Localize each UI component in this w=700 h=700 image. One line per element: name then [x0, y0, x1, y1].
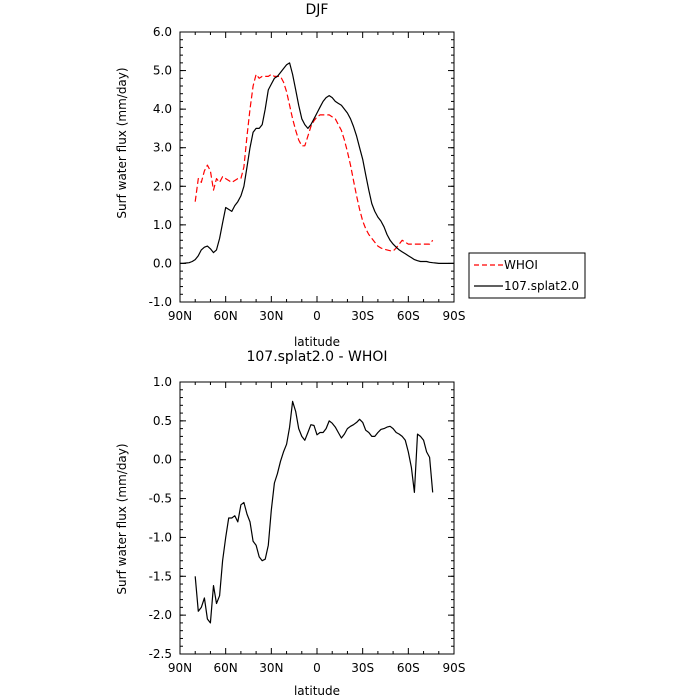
x-tick-label: 60N: [214, 309, 238, 323]
x-tick-label: 60S: [397, 661, 420, 675]
x-tick-label: 60N: [214, 661, 238, 675]
x-tick-label: 90S: [443, 309, 466, 323]
x-tick-label: 90S: [443, 661, 466, 675]
y-tick-label: 2.0: [153, 179, 172, 193]
chart-bottom-axes: [179, 381, 455, 655]
x-tick-label: 30N: [259, 661, 283, 675]
chart-bottom-series: [194, 400, 434, 624]
chart-top-axes: [179, 31, 455, 303]
y-tick-label: 3.0: [153, 141, 172, 155]
chart-bottom-ylabel: Surf water flux (mm/day): [115, 443, 129, 594]
y-tick-label: 1.0: [153, 375, 172, 389]
x-tick-label: 30S: [351, 661, 374, 675]
series-line-panel1-0: [194, 400, 434, 624]
y-tick-label: 4.0: [153, 102, 172, 116]
chart-bottom: 107.splat2.0 - WHOI Surf water flux (mm/…: [115, 349, 465, 698]
legend-label-whoi: WHOI: [504, 258, 538, 272]
y-tick-label: -1.0: [149, 530, 172, 544]
chart-top-series: [180, 62, 454, 264]
series-line-whoi: [194, 73, 434, 252]
chart-top-ylabel: Surf water flux (mm/day): [115, 67, 129, 218]
chart-top-xlabel: latitude: [294, 335, 340, 349]
series-line-107-splat2-0: [180, 62, 454, 264]
x-tick-label: 90N: [168, 309, 192, 323]
chart-top-title: DJF: [306, 2, 329, 18]
chart-bottom-title: 107.splat2.0 - WHOI: [246, 349, 387, 365]
y-tick-label: 1.0: [153, 218, 172, 232]
y-tick-label: 6.0: [153, 25, 172, 39]
plot-frame: [179, 31, 455, 303]
x-tick-label: 90N: [168, 661, 192, 675]
x-tick-label: 0: [313, 309, 321, 323]
chart-bottom-tick-labels: 90N 60N 30N 0 30S 60S 90S -2.5 -2.0 -1.5 -1.0 -0.5 0…: [149, 375, 466, 675]
legend-box: [468, 252, 586, 299]
y-tick-label: -1.5: [149, 569, 172, 583]
y-tick-label: 0.0: [153, 256, 172, 270]
plot-frame: [179, 381, 455, 655]
y-tick-label: 0.0: [153, 453, 172, 467]
x-tick-label: 0: [313, 661, 321, 675]
chart-bottom-xlabel: latitude: [294, 684, 340, 698]
y-tick-label: 0.5: [153, 414, 172, 428]
y-tick-label: -1.0: [149, 295, 172, 309]
y-tick-label: -2.0: [149, 608, 172, 622]
y-tick-label: 5.0: [153, 64, 172, 78]
x-tick-label: 30N: [259, 309, 283, 323]
chart-top-tick-labels: 90N 60N 30N 0 30S 60S 90S -1.0 0.0 1.0 2.0 3.0 4.0 5.…: [149, 25, 466, 323]
x-tick-label: 60S: [397, 309, 420, 323]
y-tick-label: -2.5: [149, 647, 172, 661]
y-tick-label: -0.5: [149, 492, 172, 506]
chart-top-legend: WHOI 107.splat2.0: [468, 252, 586, 299]
chart-top: DJF Surf water flux (mm/day) latitude 90…: [115, 2, 586, 349]
legend-label-splat: 107.splat2.0: [504, 279, 579, 293]
x-tick-label: 30S: [351, 309, 374, 323]
